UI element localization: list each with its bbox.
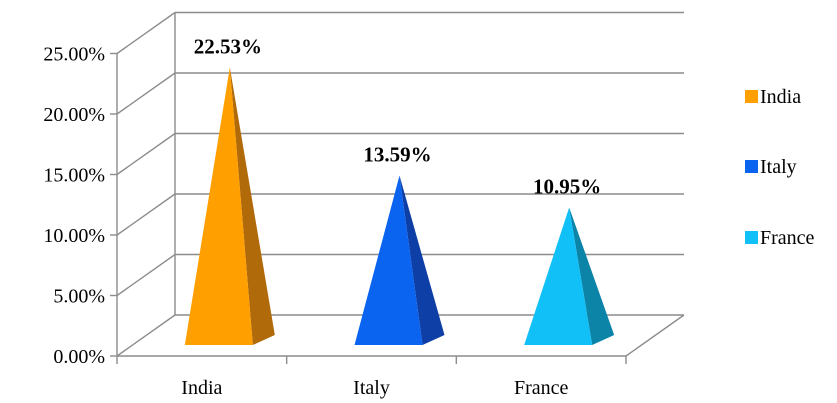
y-axis-tick-labels: 0.00% 5.00% 10.00% 15.00% 20.00% 25.00% xyxy=(43,44,105,369)
side-gridline xyxy=(116,132,176,176)
side-gridline xyxy=(116,253,176,297)
y-tick-label: 25.00% xyxy=(43,44,105,66)
floor-right-edge xyxy=(625,314,685,357)
pyramid-side-face xyxy=(399,175,445,345)
pyramid-france xyxy=(524,207,615,345)
pyramid-bars xyxy=(184,67,615,346)
legend-swatch xyxy=(745,231,758,244)
pyramid-side-face xyxy=(229,67,275,346)
side-gridline xyxy=(116,314,176,357)
side-gridline xyxy=(116,11,176,55)
axes xyxy=(110,52,685,364)
legend-item-france: France xyxy=(745,227,815,249)
y-tick-label: 5.00% xyxy=(53,286,105,308)
legend-swatch xyxy=(745,90,758,103)
x-axis-tick-labels: India Italy France xyxy=(181,377,568,399)
y-tick-label: 10.00% xyxy=(43,225,105,247)
legend-item-india: India xyxy=(745,86,801,108)
pyramid-front-face xyxy=(524,207,593,345)
pyramid-italy xyxy=(354,175,445,345)
x-tick-label-italy: Italy xyxy=(353,377,390,399)
legend-label: Italy xyxy=(760,156,797,178)
x-tick-label-france: France xyxy=(514,377,569,399)
y-tick-label: 0.00% xyxy=(53,346,105,368)
pyramid-front-face xyxy=(184,67,253,346)
data-labels: 22.53% 13.59% 10.95% xyxy=(194,34,602,198)
side-gridline xyxy=(116,193,176,236)
side-gridline xyxy=(116,72,176,115)
y-tick-label: 20.00% xyxy=(43,104,105,126)
legend: India Italy France xyxy=(745,86,815,249)
data-label-france: 10.95% xyxy=(533,175,601,199)
y-tick-label: 15.00% xyxy=(43,165,105,187)
legend-swatch xyxy=(745,160,758,173)
pyramid-india xyxy=(184,67,275,346)
x-tick-label-india: India xyxy=(181,377,222,399)
data-label-italy: 13.59% xyxy=(363,143,431,167)
pyramid-front-face xyxy=(354,175,423,345)
pyramid-side-face xyxy=(569,207,615,345)
legend-label: France xyxy=(760,227,815,249)
data-label-india: 22.53% xyxy=(194,34,262,58)
legend-label: India xyxy=(760,86,801,108)
legend-item-italy: Italy xyxy=(745,156,797,178)
